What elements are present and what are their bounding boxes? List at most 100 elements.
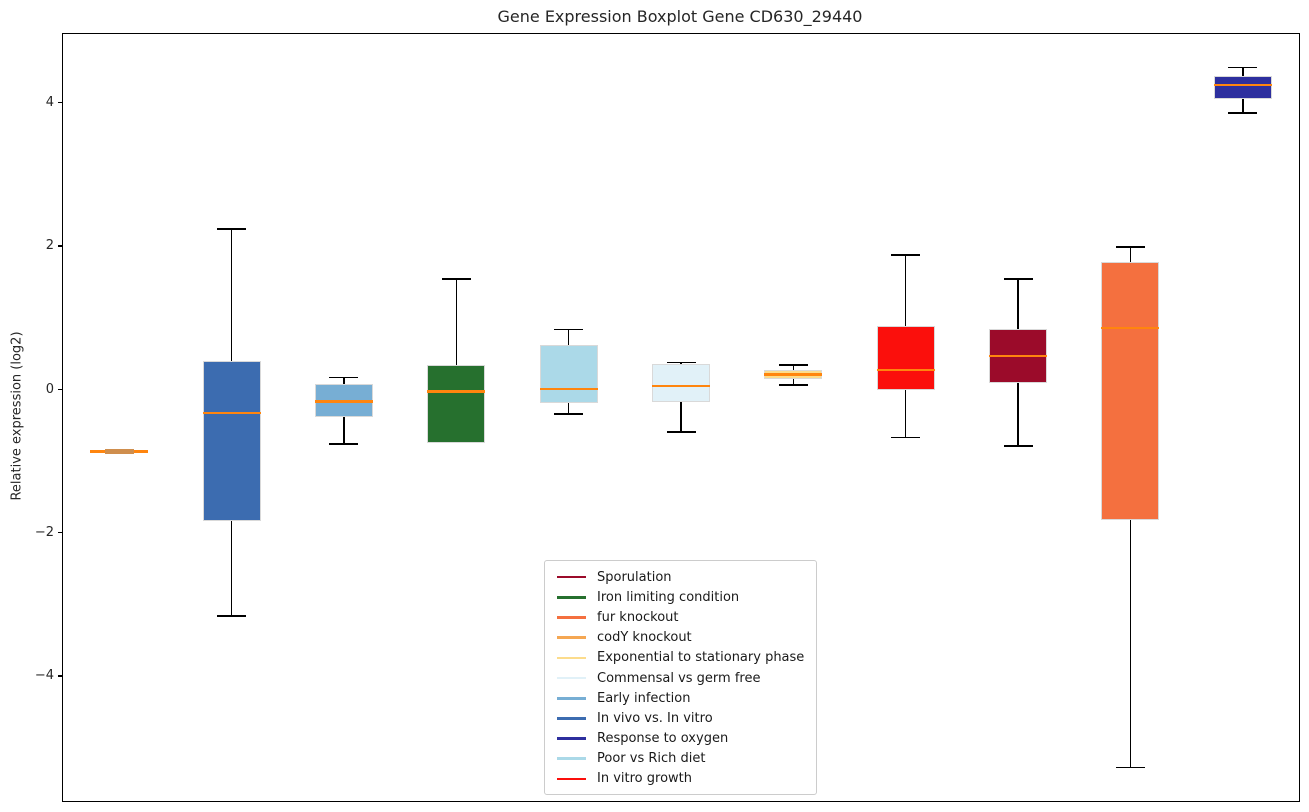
boxplot-box [202, 360, 261, 522]
whisker-lower [792, 378, 795, 386]
legend-label: In vitro growth [597, 771, 692, 787]
whisker-cap-lower [666, 431, 696, 433]
whisker-cap-upper [778, 364, 808, 366]
legend-label: In vivo vs. In vitro [597, 710, 713, 726]
y-tick-label: 2 [45, 238, 54, 254]
legend-swatch [557, 777, 586, 781]
whisker-upper [567, 329, 570, 346]
y-tick-mark [58, 245, 62, 247]
legend-item: codY knockout [553, 628, 808, 648]
legend-swatch [557, 636, 586, 639]
boxplot-box [539, 345, 598, 404]
median-line [202, 411, 261, 415]
legend-item: fur knockout [553, 607, 808, 627]
whisker-cap-lower [554, 413, 584, 415]
legend-label: Early infection [597, 690, 691, 706]
legend-label: Iron limiting condition [597, 589, 740, 605]
median-line [652, 384, 710, 388]
median-line [427, 390, 486, 393]
legend-label: Exponential to stationary phase [597, 650, 805, 666]
whisker-lower [343, 416, 345, 445]
whisker-cap-lower [891, 436, 921, 439]
boxplot-box [314, 383, 373, 417]
whisker-cap-upper [666, 361, 696, 364]
legend-item: Response to oxygen [553, 729, 808, 749]
median-line [764, 373, 823, 376]
legend-item: In vitro growth [553, 769, 808, 789]
chart-title: Gene Expression Boxplot Gene CD630_29440 [497, 7, 863, 26]
boxplot-box [652, 364, 710, 402]
median-line [1101, 326, 1160, 330]
legend-label: Commensal vs germ free [597, 670, 761, 686]
legend-item: Commensal vs germ free [553, 668, 808, 688]
median-line [314, 400, 373, 404]
legend-swatch [557, 575, 586, 579]
whisker-cap-upper [1115, 246, 1145, 248]
legend-item: Iron limiting condition [553, 587, 808, 607]
legend-label: Response to oxygen [597, 731, 729, 747]
whisker-upper [455, 279, 458, 366]
whisker-cap-lower [1115, 766, 1145, 769]
whisker-upper [792, 365, 795, 371]
legend-swatch [557, 676, 586, 680]
legend-label: Sporulation [597, 569, 672, 585]
whisker-lower [567, 403, 570, 414]
legend-swatch [557, 696, 586, 700]
whisker-cap-upper [891, 254, 921, 256]
y-tick-mark [58, 388, 62, 390]
whisker-cap-lower [329, 443, 359, 445]
whisker-cap-lower [1228, 112, 1258, 114]
legend-label: Poor vs Rich diet [597, 751, 706, 767]
boxplot-box [427, 365, 486, 444]
boxplot-box [104, 449, 134, 455]
whisker-upper [1129, 246, 1132, 262]
y-tick-label: −2 [34, 525, 54, 541]
legend-item: In vivo vs. In vitro [553, 708, 808, 728]
median-line [539, 387, 598, 391]
y-tick-mark [58, 675, 62, 677]
y-tick-label: −4 [34, 668, 54, 684]
boxplot-box [1101, 261, 1160, 520]
legend-swatch [557, 595, 586, 599]
legend-item: Sporulation [553, 567, 808, 587]
whisker-upper [1242, 67, 1244, 77]
whisker-cap-upper [441, 278, 471, 280]
y-tick-mark [58, 101, 62, 104]
legend-item: Early infection [553, 688, 808, 708]
boxplot-box [1213, 76, 1272, 100]
whisker-lower [1242, 99, 1244, 113]
whisker-lower [1129, 520, 1132, 768]
whisker-cap-upper [1003, 278, 1033, 280]
legend-item: Exponential to stationary phase [553, 648, 808, 668]
whisker-lower [904, 390, 907, 438]
whisker-cap-lower [217, 615, 247, 617]
whisker-cap-lower [1003, 445, 1033, 447]
legend-swatch [557, 616, 586, 619]
y-tick-mark [58, 531, 62, 534]
boxplot-box [876, 325, 935, 391]
y-tick-label: 4 [45, 95, 54, 111]
legend-swatch [557, 717, 586, 720]
legend-swatch [557, 656, 586, 660]
whisker-cap-upper [329, 376, 359, 379]
whisker-upper [343, 377, 345, 384]
legend-label: codY knockout [597, 630, 692, 646]
whisker-upper [680, 362, 682, 365]
median-line [989, 354, 1048, 358]
legend: Sporulation Iron limiting condition fur kn… [544, 560, 817, 796]
y-axis-label: Relative expression (log2) [9, 331, 25, 501]
whisker-lower [230, 521, 233, 617]
whisker-cap-upper [217, 228, 247, 230]
whisker-lower [680, 401, 682, 432]
y-tick-label: 0 [45, 381, 54, 397]
legend-label: fur knockout [597, 609, 679, 625]
median-line [876, 368, 935, 372]
legend-swatch [557, 757, 586, 761]
median-line [1213, 83, 1272, 87]
whisker-upper [1017, 279, 1019, 329]
whisker-cap-lower [778, 384, 808, 386]
whisker-upper [904, 254, 907, 326]
whisker-cap-upper [554, 328, 584, 331]
whisker-lower [1017, 383, 1019, 447]
